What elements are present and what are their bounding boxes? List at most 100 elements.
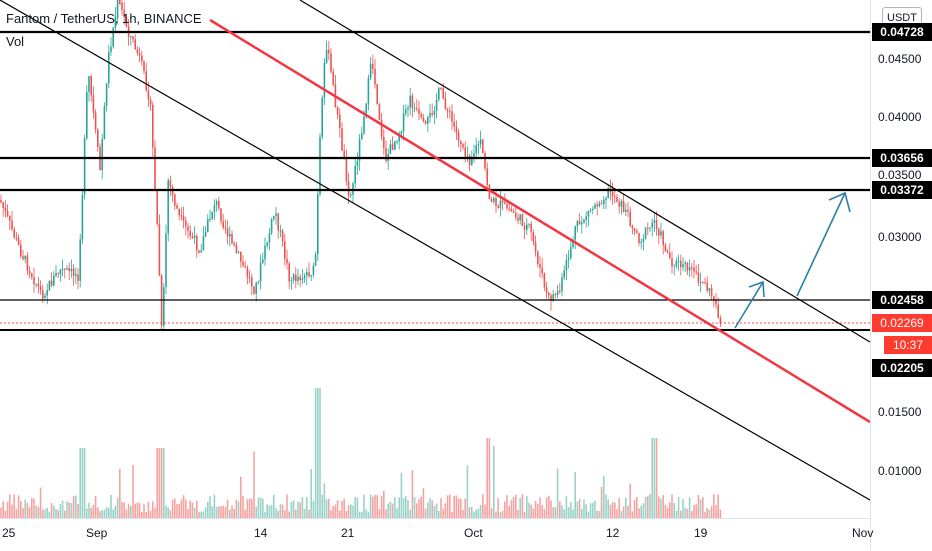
candle-body [297, 276, 299, 281]
candle-body [37, 283, 40, 287]
volume-bar [526, 496, 528, 518]
candle-body [182, 216, 185, 221]
volume-bar [321, 494, 323, 518]
volume-bar [341, 501, 343, 518]
drawings[interactable] [0, 0, 871, 501]
candle-body [156, 189, 158, 224]
channel-lower-line-a[interactable] [0, 0, 871, 501]
candle-body [677, 260, 680, 262]
volume-bar [488, 438, 491, 518]
candle-body [574, 226, 576, 240]
candle-body [112, 27, 114, 47]
candle-body [242, 261, 244, 267]
level-badge-03656: 0.03656 [872, 149, 932, 167]
candle-body [429, 113, 431, 118]
candle-body [24, 255, 26, 260]
volume-bar [270, 504, 273, 518]
candle-body [539, 263, 541, 268]
volume-bar [429, 498, 431, 518]
candle-body [413, 108, 416, 110]
time-tick: Oct [464, 526, 483, 540]
volume-bar [37, 506, 40, 518]
candle-body [640, 241, 642, 244]
volume-bar [297, 501, 299, 518]
candle-body [319, 136, 321, 195]
time-tick: Nov [852, 526, 874, 540]
volume-bar [15, 509, 18, 518]
volume-bar [684, 507, 686, 518]
volume-bar [319, 388, 321, 518]
volume-bar [187, 508, 189, 518]
arrow-large[interactable] [796, 191, 851, 297]
volume-bar [629, 483, 631, 518]
arrow-small[interactable] [734, 280, 765, 329]
candle-body [424, 121, 427, 124]
candle-body [660, 231, 662, 236]
candle-body [57, 273, 59, 275]
volume-bar [75, 495, 77, 518]
candle-body [442, 88, 444, 99]
volume-bar [484, 504, 486, 518]
volume-legend[interactable]: Vol [6, 34, 25, 49]
volume-bar [39, 487, 42, 518]
volume-bar [457, 498, 460, 518]
time-axis[interactable] [0, 518, 870, 551]
candle-body [167, 180, 169, 234]
candle-body [46, 290, 48, 296]
volume-bar [482, 494, 484, 518]
volume-bar [552, 507, 554, 518]
candle-body [367, 78, 370, 104]
candle-body [620, 200, 623, 207]
candle-body [482, 139, 484, 154]
volume-bar [523, 511, 526, 518]
volume-bar [607, 499, 609, 518]
channel-middle-line[interactable] [209, 18, 871, 424]
price-axis[interactable] [870, 0, 932, 550]
candle-body [686, 262, 689, 271]
candle-body [244, 266, 246, 268]
candle-body [479, 139, 482, 145]
volume-bar [281, 504, 284, 518]
volume-bar [418, 499, 420, 518]
channel-upper-line[interactable] [299, 0, 871, 343]
current-price-badge: 0.02269 [872, 314, 932, 332]
candle-body [484, 153, 486, 169]
candle-body [0, 200, 2, 203]
candle-body [473, 153, 475, 159]
volume-bar [468, 507, 471, 518]
volume-bar [640, 505, 642, 518]
volume-bar [532, 508, 535, 518]
candle-body [185, 220, 187, 227]
candle-body [534, 242, 537, 252]
candle-body [209, 218, 211, 220]
candle-body [268, 233, 271, 243]
volume-bar [554, 507, 557, 518]
volume-bar [50, 503, 53, 518]
volume-bar [255, 506, 257, 518]
candle-body [383, 136, 385, 148]
candle-body [336, 107, 339, 115]
symbol-title[interactable]: Fantom / TetherUS, 1h, BINANCE [6, 11, 202, 26]
candle-body [2, 202, 4, 209]
volume-bar [519, 497, 521, 518]
candle-body [607, 188, 609, 198]
candle-body [251, 277, 253, 287]
volume-bar [193, 507, 196, 518]
candle-body [174, 194, 176, 206]
candle-body [699, 281, 702, 283]
candle-body [61, 268, 64, 270]
candle-body [563, 270, 565, 278]
candle-body [248, 276, 251, 278]
candle-body [495, 198, 497, 206]
volume-bar [81, 448, 84, 518]
candle-body [629, 211, 631, 227]
volume-bar [380, 496, 383, 518]
candle-body [138, 53, 141, 56]
candle-body [545, 287, 548, 293]
volume-bar [596, 510, 598, 518]
time-tick: 19 [694, 526, 708, 540]
candle-body [90, 76, 92, 96]
candle-body [213, 205, 216, 212]
time-tick: 12 [606, 526, 620, 540]
